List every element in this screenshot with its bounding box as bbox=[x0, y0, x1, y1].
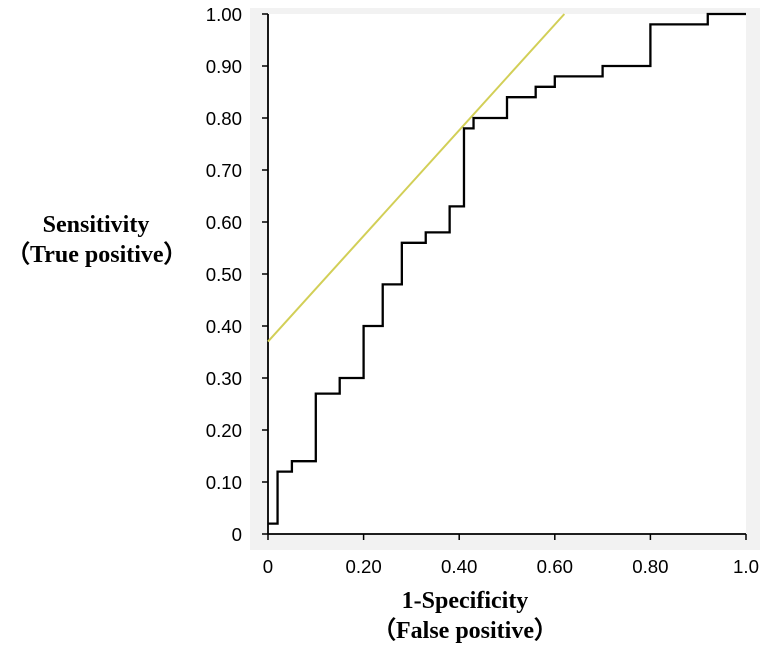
plot-area bbox=[250, 8, 760, 550]
y-tick-label: 0.30 bbox=[192, 368, 242, 390]
y-tick-label: 0.10 bbox=[192, 472, 242, 494]
y-tick-label: 0.70 bbox=[192, 160, 242, 182]
y-tick-label: 0.20 bbox=[192, 420, 242, 442]
chart-container: Sensitivity （True positive） 1-Specificit… bbox=[0, 0, 777, 639]
x-tick-label: 1.0 bbox=[721, 556, 771, 578]
x-axis-label: 1-Specificity （False positive） bbox=[300, 586, 630, 646]
roc-chart-svg bbox=[250, 8, 760, 550]
x-tick-label: 0 bbox=[243, 556, 293, 578]
y-tick-label: 0.90 bbox=[192, 56, 242, 78]
y-tick-label: 1.00 bbox=[192, 4, 242, 26]
y-tick-label: 0.80 bbox=[192, 108, 242, 130]
x-tick-label: 0.20 bbox=[339, 556, 389, 578]
y-axis-label-line1: Sensitivity bbox=[43, 212, 150, 238]
x-tick-label: 0.40 bbox=[434, 556, 484, 578]
x-tick-label: 0.80 bbox=[625, 556, 675, 578]
y-tick-label: 0 bbox=[192, 524, 242, 546]
y-axis-label-line2: （True positive） bbox=[6, 242, 188, 268]
y-tick-label: 0.60 bbox=[192, 212, 242, 234]
x-tick-label: 0.60 bbox=[530, 556, 580, 578]
y-axis-label: Sensitivity （True positive） bbox=[6, 210, 186, 270]
x-axis-label-line1: 1-Specificity bbox=[402, 588, 529, 614]
y-tick-label: 0.50 bbox=[192, 264, 242, 286]
x-axis-label-line2: （False positive） bbox=[372, 618, 558, 644]
y-tick-label: 0.40 bbox=[192, 316, 242, 338]
